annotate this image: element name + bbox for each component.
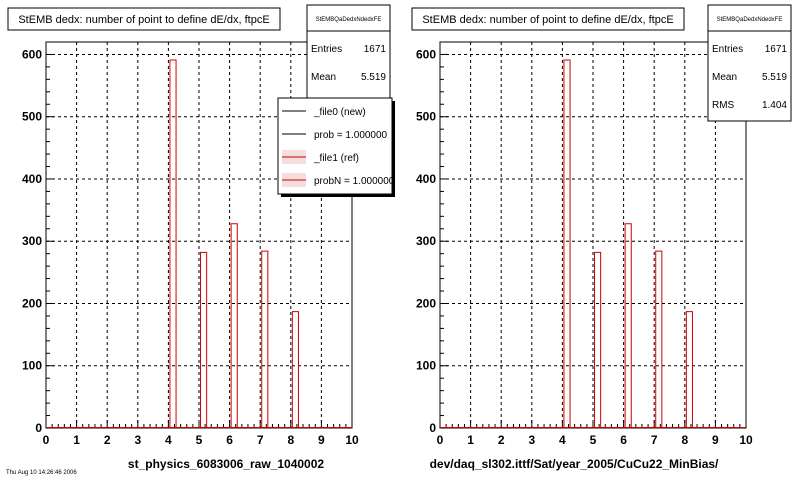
x-tick-label: 10 — [739, 433, 753, 447]
y-tick-label: 400 — [416, 172, 436, 186]
legend-label: _file0 (new) — [313, 107, 366, 118]
legend-entries: _file0 (new) prob = 1.000000 _file1 (ref) p… — [282, 107, 395, 187]
histogram-bar — [230, 223, 238, 428]
left-histogram-panel: 0 1 2 3 4 5 6 7 8 9 100100200300400500600st_physic… — [7, 4, 395, 471]
x-tick-label: 4 — [165, 433, 172, 447]
x-axis-label: dev/daq_sl302.ittf/Sat/year_2005/CuCu22_… — [430, 457, 719, 471]
x-tick-label: 1 — [467, 433, 474, 447]
stats-label: RMS — [712, 100, 735, 111]
x-tick-label: 8 — [681, 433, 688, 447]
y-tick-label: 100 — [416, 359, 436, 373]
x-tick-label: 4 — [559, 433, 566, 447]
histogram-bar — [655, 250, 663, 428]
histogram-bar — [200, 251, 208, 428]
legend-label: _file1 (ref) — [313, 153, 359, 164]
title-box — [7, 7, 281, 31]
legend-label: probN = 1.000000 — [314, 176, 395, 187]
chart-title: StEMB dedx: number of point to define dE… — [422, 14, 673, 26]
stats-label: Entries — [712, 44, 743, 55]
x-tick-label: 7 — [257, 433, 264, 447]
x-tick-label: 6 — [226, 433, 233, 447]
y-tick-label: 400 — [22, 172, 42, 186]
x-tick-label: 2 — [104, 433, 111, 447]
x-tick-label: 1 — [73, 433, 80, 447]
legend-label: prob = 1.000000 — [314, 130, 388, 141]
title-box — [411, 7, 685, 31]
y-tick-label: 300 — [22, 234, 42, 248]
y-tick-label: 300 — [416, 234, 436, 248]
histogram-bar — [169, 59, 177, 428]
y-tick-label: 500 — [22, 110, 42, 124]
stats-box — [306, 4, 391, 100]
y-tick-label: 200 — [22, 296, 42, 310]
x-tick-label: 9 — [318, 433, 325, 447]
stats-value: 1671 — [364, 44, 387, 55]
stats-label: Mean — [712, 72, 737, 83]
right-histogram-panel: 0 1 2 3 4 5 6 7 8 9 100100200300400500600dev/daq_s… — [411, 4, 792, 471]
stats-value: 1671 — [765, 44, 788, 55]
stats-value: 5.519 — [361, 72, 386, 83]
stats-value: 5.519 — [762, 72, 787, 83]
y-tick-label: 200 — [416, 296, 436, 310]
histogram-bar — [594, 251, 602, 428]
y-tick-label: 600 — [22, 47, 42, 61]
x-tick-label: 3 — [134, 433, 141, 447]
stats-name: StEMBQaDedxNdedxFE — [717, 17, 783, 23]
x-tick-label: 2 — [498, 433, 505, 447]
x-tick-label: 10 — [345, 433, 359, 447]
x-tick-label: 5 — [196, 433, 203, 447]
x-axis-label: st_physics_6083006_raw_1040002 — [128, 457, 324, 471]
x-tick-label: 0 — [43, 433, 50, 447]
x-tick-label: 0 — [437, 433, 444, 447]
x-tick-label: 8 — [287, 433, 294, 447]
x-tick-label: 9 — [712, 433, 719, 447]
histogram-bar — [624, 223, 632, 428]
stats-label: Entries — [311, 44, 342, 55]
footer-timestamp: Thu Aug 10 14:26:46 2006 — [6, 470, 77, 476]
x-tick-label: 6 — [620, 433, 627, 447]
histogram-bar — [685, 311, 693, 428]
x-tick-label: 7 — [651, 433, 658, 447]
stats-label: Mean — [311, 72, 336, 83]
histogram-bar — [563, 59, 571, 428]
y-tick-label: 0 — [429, 421, 436, 435]
y-tick-label: 600 — [416, 47, 436, 61]
chart-title: StEMB dedx: number of point to define dE… — [18, 14, 269, 26]
stats-value: 1.404 — [762, 100, 787, 111]
y-tick-label: 500 — [416, 110, 436, 124]
histogram-bar — [261, 250, 269, 428]
y-tick-label: 100 — [22, 359, 42, 373]
x-tick-label: 5 — [590, 433, 597, 447]
y-tick-label: 0 — [35, 421, 42, 435]
x-tick-label: 3 — [528, 433, 535, 447]
stats-box — [707, 4, 792, 122]
stats-name: StEMBQaDedxNdedxFE — [316, 17, 382, 23]
histogram-bar — [291, 311, 299, 428]
